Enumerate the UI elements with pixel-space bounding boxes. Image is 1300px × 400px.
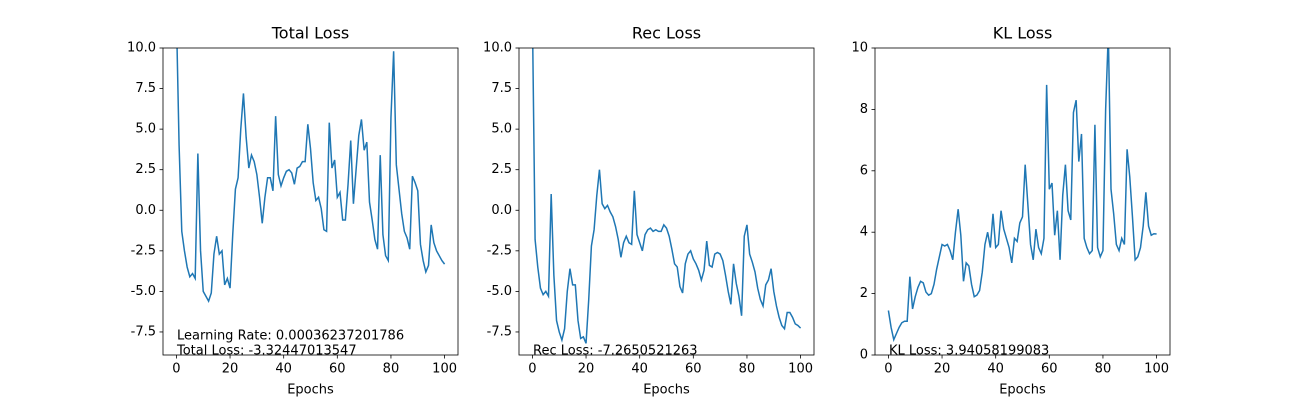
y-tick-label: 2 — [860, 286, 868, 301]
x-tick-label: 80 — [383, 362, 400, 377]
data-line — [887, 48, 1157, 343]
y-tick-label: -7.5 — [487, 324, 512, 339]
y-tick-label: 4 — [860, 225, 868, 240]
subplot: KL Loss 0 20 40 60 80 100 0 2 4 6 8 10 Epochs KL Loss:… — [851, 24, 1171, 398]
data-line — [532, 48, 802, 344]
x-tick-label: 60 — [1041, 362, 1058, 377]
y-tick-label: -5.0 — [487, 284, 512, 299]
y-tick-label: 0 — [860, 348, 868, 363]
x-tick-label: 0 — [172, 362, 180, 377]
annotation: KL Loss: 3.94058199083 — [889, 344, 1049, 359]
x-tick-label: 0 — [884, 362, 892, 377]
x-tick-label: 40 — [631, 362, 648, 377]
annotation: Total Loss: -3.32447013547 — [176, 344, 357, 359]
axes-frame — [518, 47, 815, 356]
chart-title: Rec Loss — [632, 24, 701, 43]
y-tick-label: -2.5 — [487, 243, 512, 258]
x-axis-label: Epochs — [643, 383, 690, 398]
y-tick-label: 6 — [860, 163, 868, 178]
y-tick-label: 7.5 — [491, 81, 512, 96]
y-tick-label: 5.0 — [491, 122, 512, 137]
x-tick-label: 100 — [1144, 362, 1169, 377]
y-tick-label: -2.5 — [131, 243, 156, 258]
y-tick-label: 0.0 — [135, 203, 156, 218]
chart-title: Total Loss — [271, 24, 350, 43]
x-axis-label: Epochs — [999, 383, 1046, 398]
x-tick-label: 100 — [788, 362, 813, 377]
y-tick-label: 10.0 — [483, 41, 512, 56]
y-tick-label: 0.0 — [491, 203, 512, 218]
x-tick-label: 60 — [329, 362, 346, 377]
x-tick-label: 40 — [275, 362, 292, 377]
annotation: Rec Loss: -7.2650521263 — [533, 344, 698, 359]
subplot: Rec Loss 0 20 40 60 80 100 -7.5 -5.0 -2.5 0.0 2.5 5.… — [483, 24, 815, 398]
y-tick-label: 10.0 — [127, 41, 156, 56]
axes-frame — [874, 47, 1171, 356]
x-tick-label: 60 — [685, 362, 702, 377]
y-tick-label: 8 — [860, 102, 868, 117]
x-tick-label: 0 — [528, 362, 536, 377]
x-tick-label: 20 — [934, 362, 951, 377]
chart-title: KL Loss — [993, 24, 1053, 43]
x-tick-label: 80 — [739, 362, 756, 377]
y-tick-label: 2.5 — [135, 162, 156, 177]
y-tick-label: 5.0 — [135, 122, 156, 137]
x-axis-label: Epochs — [287, 383, 334, 398]
y-tick-label: 7.5 — [135, 81, 156, 96]
y-tick-label: 10 — [851, 41, 868, 56]
subplot: Total Loss 0 20 40 60 80 100 -7.5 -5.0 -2.5 0.0 2.5… — [127, 24, 459, 398]
axes-frame — [162, 47, 459, 356]
x-tick-label: 80 — [1095, 362, 1112, 377]
x-tick-label: 40 — [987, 362, 1004, 377]
x-tick-label: 20 — [222, 362, 239, 377]
y-tick-label: -7.5 — [131, 324, 156, 339]
x-tick-label: 100 — [432, 362, 457, 377]
x-tick-label: 20 — [578, 362, 595, 377]
data-line — [176, 48, 446, 303]
annotation: Learning Rate: 0.00036237201786 — [177, 329, 404, 344]
y-tick-label: -5.0 — [131, 284, 156, 299]
y-tick-label: 2.5 — [491, 162, 512, 177]
